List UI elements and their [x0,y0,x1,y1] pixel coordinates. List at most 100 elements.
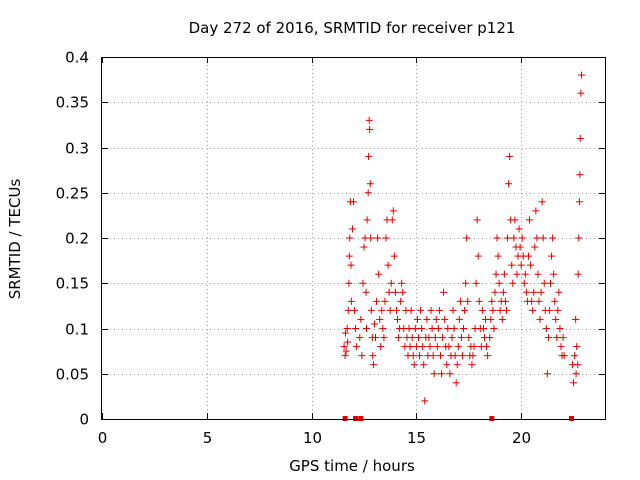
data-point [439,334,447,342]
data-point [465,334,473,342]
data-point [351,306,359,314]
data-point [434,325,442,332]
data-point [380,334,388,342]
data-point [372,334,380,342]
data-point [346,234,354,242]
x-axis-ticks: 0 5 10 15 20 [98,57,531,447]
data-point [377,343,385,351]
data-point [522,288,530,296]
data-point [533,234,541,242]
data-point [362,325,370,332]
data-point [376,315,384,323]
data-point [418,325,426,332]
data-point [398,279,406,287]
data-point [420,361,428,369]
data-point [446,370,454,378]
data-point [365,153,373,161]
data-point [576,134,584,142]
data-point [379,325,387,332]
data-point [542,325,550,332]
data-point [492,270,500,278]
data-point [513,270,521,278]
grid-lines [102,57,605,419]
data-point [451,352,459,360]
data-point [381,297,389,305]
data-point [573,343,581,351]
data-point [536,315,544,323]
y-tick-label: 0.4 [65,49,89,67]
data-point [554,306,562,314]
data-point [413,315,421,323]
data-point [438,370,446,378]
data-point [537,288,545,296]
data-point [457,334,465,342]
x-axis-label: GPS time / hours [289,457,415,475]
data-point [385,288,393,296]
data-point [382,234,390,242]
data-point [545,306,553,314]
y-tick-label: 0.25 [56,185,89,203]
data-point [572,370,580,378]
data-point [555,288,563,296]
data-point [472,279,480,287]
y-tick-label: 0.3 [65,140,89,158]
data-point-square [342,416,348,421]
data-point [530,288,538,296]
data-point [454,343,462,351]
data-point [347,261,355,269]
data-point [484,352,492,360]
data-point [395,334,403,342]
data-point [506,153,514,161]
data-point [509,279,517,287]
data-point [363,216,371,224]
data-point [474,252,482,260]
data-point [436,352,444,360]
data-point [344,338,352,346]
data-point [489,306,497,314]
data-point [405,325,413,332]
data-point [575,198,583,206]
x-tick-label: 10 [303,429,322,447]
data-point [557,343,565,351]
data-point [486,334,494,342]
data-point [429,352,437,360]
data-point [495,279,503,287]
data-point [388,216,396,224]
y-tick-label: 0.15 [56,275,89,293]
x-tick-label: 20 [512,429,531,447]
data-point [520,279,528,287]
data-point [525,252,533,260]
data-point [427,306,435,314]
data-point [408,334,416,342]
data-point [491,288,499,296]
data-point [428,325,436,332]
data-point [526,216,534,224]
data-point [367,234,375,242]
data-point [574,270,582,278]
data-point [419,343,427,351]
y-tick-label: 0.1 [65,321,89,339]
data-point [444,325,452,332]
data-point [431,334,439,342]
data-point-square [353,416,359,421]
data-point [397,297,405,305]
data-point [547,279,555,287]
data-point [423,315,431,323]
data-point [464,297,472,305]
data-point [416,352,424,360]
data-point [430,370,438,378]
data-point [374,234,382,242]
data-point [365,116,373,124]
data-point [544,334,552,342]
data-point [505,180,513,188]
data-point [461,306,469,314]
data-point [560,352,568,360]
data-point [498,315,506,323]
data-point [496,306,504,314]
data-point [518,234,526,242]
data-point [462,279,470,287]
data-point [494,252,502,260]
x-tick-label: 15 [407,429,426,447]
data-point [432,315,440,323]
